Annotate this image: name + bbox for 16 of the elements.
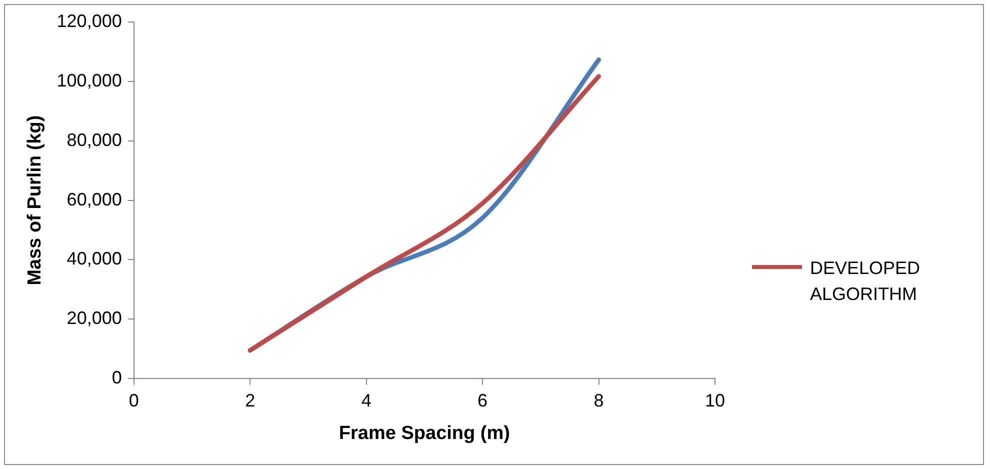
- y-axis-title: Mass of Purlin (kg): [24, 115, 46, 286]
- y-tick-label: 80,000: [66, 130, 122, 150]
- x-tick-label: 4: [361, 390, 372, 410]
- y-tick-label: 20,000: [66, 308, 122, 328]
- x-tick-label: 0: [128, 390, 139, 410]
- x-tick-label: 6: [478, 390, 488, 410]
- y-tick-label: 0: [112, 368, 122, 388]
- y-tick-label: 60,000: [66, 189, 122, 210]
- y-tick-label: 120,000: [56, 10, 122, 31]
- x-tick-label: 10: [704, 390, 726, 410]
- x-axis-title: Frame Spacing (m): [338, 422, 510, 444]
- y-tick-label: 40,000: [66, 248, 122, 269]
- legend-label: DEVELOPED ALGORITHM: [810, 257, 922, 306]
- y-tick-label: 100,000: [56, 70, 122, 90]
- x-tick-label: 8: [594, 390, 604, 410]
- x-tick-label: 2: [245, 390, 256, 410]
